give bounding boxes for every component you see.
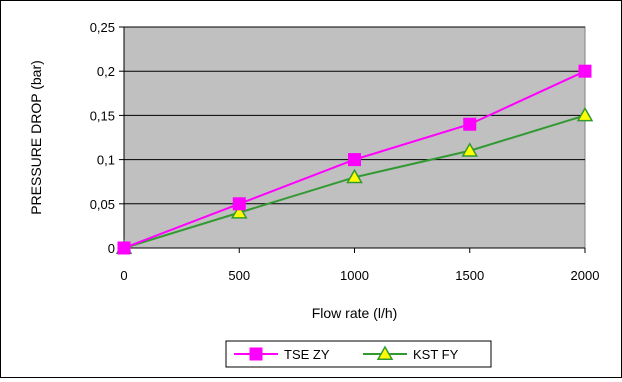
data-point	[348, 153, 361, 167]
legend-item: TSE ZY	[234, 347, 330, 362]
y-tick-label: 0,2	[97, 64, 115, 79]
y-tick-label: 0,1	[97, 153, 115, 168]
y-tick-label: 0	[108, 241, 115, 256]
axes: 0 0,05 0,1 0,15 0,2 0,25 0 500 1000 1500 2000	[90, 20, 600, 283]
legend-swatch-marker	[249, 347, 263, 361]
data-point	[463, 117, 477, 131]
data-point	[117, 241, 131, 255]
legend-item: KST FY	[363, 345, 459, 362]
y-tick-label: 0,05	[90, 197, 115, 212]
plot-area	[123, 26, 586, 249]
data-point	[232, 197, 246, 211]
data-point	[346, 168, 363, 184]
x-tick-label: 500	[228, 268, 250, 283]
x-tick-label: 1000	[340, 268, 369, 283]
data-point	[576, 106, 594, 122]
data-series	[115, 64, 594, 255]
x-tick-label: 1500	[455, 268, 484, 283]
x-tick-label: 0	[120, 268, 127, 283]
data-point	[578, 64, 592, 78]
legend-items: TSE ZY KST FY	[234, 345, 459, 362]
x-tick-label: 2000	[571, 268, 600, 283]
legend-label: KST FY	[413, 347, 459, 362]
data-point	[230, 204, 248, 219]
y-axis-title: PRESSURE DROP (bar)	[28, 60, 44, 215]
data-point	[461, 142, 479, 157]
series-tse-zy	[117, 64, 592, 255]
legend-label: TSE ZY	[284, 347, 330, 362]
legend-swatch-marker	[376, 345, 394, 360]
x-axis-title: Flow rate (l/h)	[312, 305, 398, 321]
y-tick-label: 0,25	[90, 20, 115, 35]
legend: TSE ZY KST FY	[225, 340, 492, 368]
y-tick-label: 0,15	[90, 108, 115, 123]
